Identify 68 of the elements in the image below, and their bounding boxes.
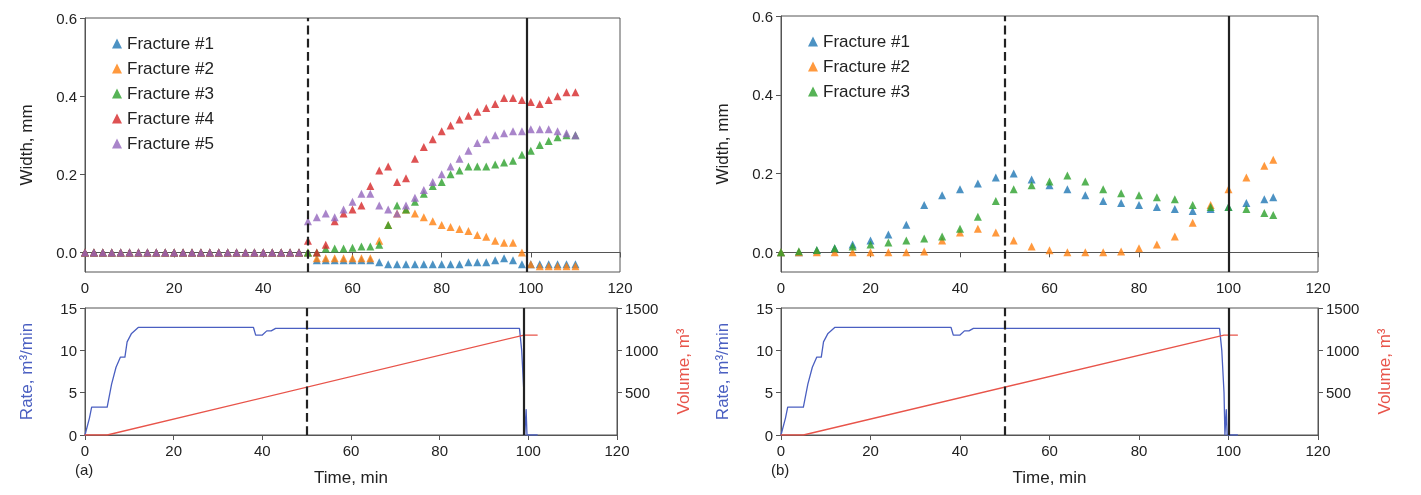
y-tick-label: 5 bbox=[68, 384, 77, 402]
y-tick-label: 0.4 bbox=[752, 86, 773, 104]
text: (b) bbox=[771, 461, 790, 478]
x-tick-label: 40 bbox=[254, 279, 272, 296]
x-tick-label: 80 bbox=[431, 442, 449, 459]
y2-axis-title: Volume, m³ bbox=[1375, 328, 1394, 415]
x-tick-label: 60 bbox=[342, 442, 360, 459]
x-tick-label: 60 bbox=[344, 279, 361, 296]
x-tick-label: 120 bbox=[604, 442, 630, 459]
x-axis-title: Time, min bbox=[314, 468, 388, 487]
x-tick-label: 20 bbox=[165, 279, 183, 296]
y-tick-label: 10 bbox=[60, 341, 77, 359]
x-tick-label: 20 bbox=[862, 279, 879, 296]
legend-label: Fracture #2 bbox=[823, 57, 910, 76]
x-tick-label: 40 bbox=[253, 442, 271, 459]
x-tick-label: 60 bbox=[1041, 442, 1058, 459]
x-tick-label: 0 bbox=[776, 442, 786, 459]
y2-tick-label: 1000 bbox=[625, 341, 659, 359]
legend-label: Fracture #4 bbox=[127, 109, 214, 128]
x-tick-label: 0 bbox=[80, 279, 90, 296]
y-tick-label: 0.2 bbox=[56, 165, 77, 183]
legend-label: Fracture #1 bbox=[823, 32, 910, 51]
y2-tick-label: 1000 bbox=[1326, 341, 1360, 359]
x-tick-label: 80 bbox=[1130, 442, 1148, 459]
y-axis-title: Width, mm bbox=[713, 103, 732, 185]
y-axis-title: Rate, m³/min bbox=[17, 322, 36, 421]
x-tick-label: 0 bbox=[80, 442, 90, 459]
x-tick-label: 40 bbox=[951, 442, 969, 459]
x-tick-label: 20 bbox=[862, 442, 879, 459]
x-tick-label: 60 bbox=[1041, 279, 1058, 296]
y-tick-label: 15 bbox=[60, 299, 77, 317]
x-tick-label: 0 bbox=[776, 279, 786, 296]
y2-tick-label: 500 bbox=[1326, 384, 1352, 402]
x-tick-label: 100 bbox=[515, 442, 541, 459]
y2-tick-label: 1500 bbox=[1326, 299, 1360, 317]
x-tick-label: 20 bbox=[165, 442, 183, 459]
x-tick-label: 40 bbox=[951, 279, 969, 296]
y-tick-label: 15 bbox=[756, 299, 773, 317]
x-tick-label: 120 bbox=[607, 279, 633, 296]
y-tick-label: 0.4 bbox=[56, 87, 77, 105]
x-tick-label: 100 bbox=[1215, 442, 1242, 459]
y-tick-label: 5 bbox=[764, 384, 773, 402]
legend-label: Fracture #2 bbox=[127, 59, 214, 78]
y-tick-label: 0.2 bbox=[752, 165, 773, 183]
x-axis-title: Time, min bbox=[1012, 468, 1087, 487]
y2-tick-label: 500 bbox=[625, 384, 651, 402]
y-tick-label: 0.6 bbox=[56, 9, 77, 27]
legend-label: Fracture #3 bbox=[823, 82, 910, 101]
y-tick-label: 0.0 bbox=[56, 243, 77, 261]
y-tick-label: 0.0 bbox=[752, 243, 773, 261]
x-tick-label: 80 bbox=[1130, 279, 1148, 296]
x-tick-label: 100 bbox=[1215, 279, 1242, 296]
y-tick-label: 0 bbox=[764, 426, 773, 444]
legend-label: Fracture #1 bbox=[127, 34, 214, 53]
x-tick-label: 120 bbox=[1305, 442, 1331, 459]
y-axis-title: Rate, m³/min bbox=[713, 322, 732, 421]
x-tick-label: 100 bbox=[518, 279, 544, 296]
y2-axis-title: Volume, m³ bbox=[674, 328, 693, 415]
y-tick-label: 0 bbox=[68, 426, 77, 444]
y-tick-label: 0.6 bbox=[752, 7, 773, 25]
x-tick-label: 80 bbox=[433, 279, 451, 296]
y-axis-title: Width, mm bbox=[17, 104, 36, 186]
x-tick-label: 120 bbox=[1305, 279, 1331, 296]
text: (a) bbox=[75, 461, 94, 478]
y2-tick-label: 1500 bbox=[625, 299, 659, 317]
y-tick-label: 10 bbox=[756, 341, 773, 359]
legend-label: Fracture #3 bbox=[127, 84, 214, 103]
legend-label: Fracture #5 bbox=[127, 134, 214, 153]
